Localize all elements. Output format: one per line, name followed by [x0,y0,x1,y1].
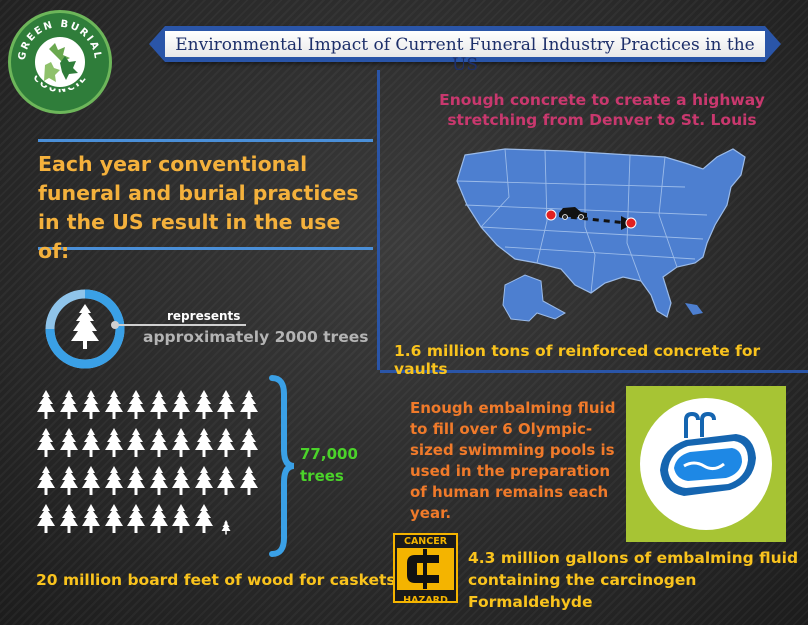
legend-line [116,324,246,326]
tree-icon [194,504,213,533]
tree-icon [149,504,168,533]
embalming-caption: 4.3 million gallons of embalming fluid c… [468,549,799,611]
tree-icon [104,428,123,457]
tree-icon [127,504,145,533]
tree-icon [149,428,168,457]
tree-icon [82,466,100,495]
concrete-note: Enough concrete to create a highway stre… [439,91,765,129]
horizontal-divider [380,370,808,373]
tree-icon [239,428,258,457]
car-icon [559,207,587,220]
swimming-pool-icon [640,398,772,530]
tree-icon [59,504,78,533]
tree-icon [239,390,258,419]
tree-icon [149,390,168,419]
tree-icon [82,504,100,533]
tree-icon [37,466,55,495]
tree-icon [59,466,78,495]
tree-icon [59,390,78,419]
tree-icon [82,428,100,457]
tree-icon [172,428,190,457]
tree-icon [127,428,145,457]
concrete-caption: 1.6 million tons of reinforced concrete … [394,342,761,378]
us-map [456,148,746,322]
tree-icon [37,428,55,457]
headline-rule-top [38,139,373,142]
tree-icon [172,466,190,495]
logo-leaves-icon [33,35,87,89]
tree-icon [172,390,190,419]
page-title: Environmental Impact of Current Funeral … [175,35,755,75]
green-burial-council-logo: GREEN BURIAL COUNCIL [8,10,112,114]
tree-icon [127,390,145,419]
title-ribbon: Environmental Impact of Current Funeral … [149,26,781,75]
wood-caption: 20 million board feet of wood for casket… [36,571,396,589]
legend-represents: represents [167,309,241,323]
tree-icon [82,390,100,419]
tree-icon [104,466,123,495]
tree-icon [194,466,213,495]
embalming-note: Enough embalming fluid to fill over 6 Ol… [410,399,616,522]
tree-icon [221,520,231,535]
tree-icon [59,428,78,457]
headline-rule-bottom [38,247,373,250]
tree-count: 77,000 trees [300,445,358,485]
tree-icon [127,466,145,495]
brace [269,375,295,557]
tree-icon [194,428,213,457]
swimming-pool-panel [626,386,786,542]
tree-icon [149,466,168,495]
tree-icon [217,428,235,457]
tree-icon [217,390,235,419]
tree-icon [104,504,123,533]
cancer-hazard-icon: CANCER HAZARD [393,533,458,606]
tree-icon [217,466,235,495]
tree-icon [71,304,99,349]
tree-icon [239,466,258,495]
tree-icon [104,390,123,419]
vertical-divider [377,70,380,370]
tree-legend-ring [45,289,125,369]
tree-grid [36,390,276,540]
tree-icon [172,504,190,533]
tree-icon [194,390,213,419]
headline: Each year conventional funeral and buria… [38,152,359,263]
tree-icon [37,504,55,533]
legend-value: approximately 2000 trees [143,328,369,346]
tree-icon [37,390,55,419]
